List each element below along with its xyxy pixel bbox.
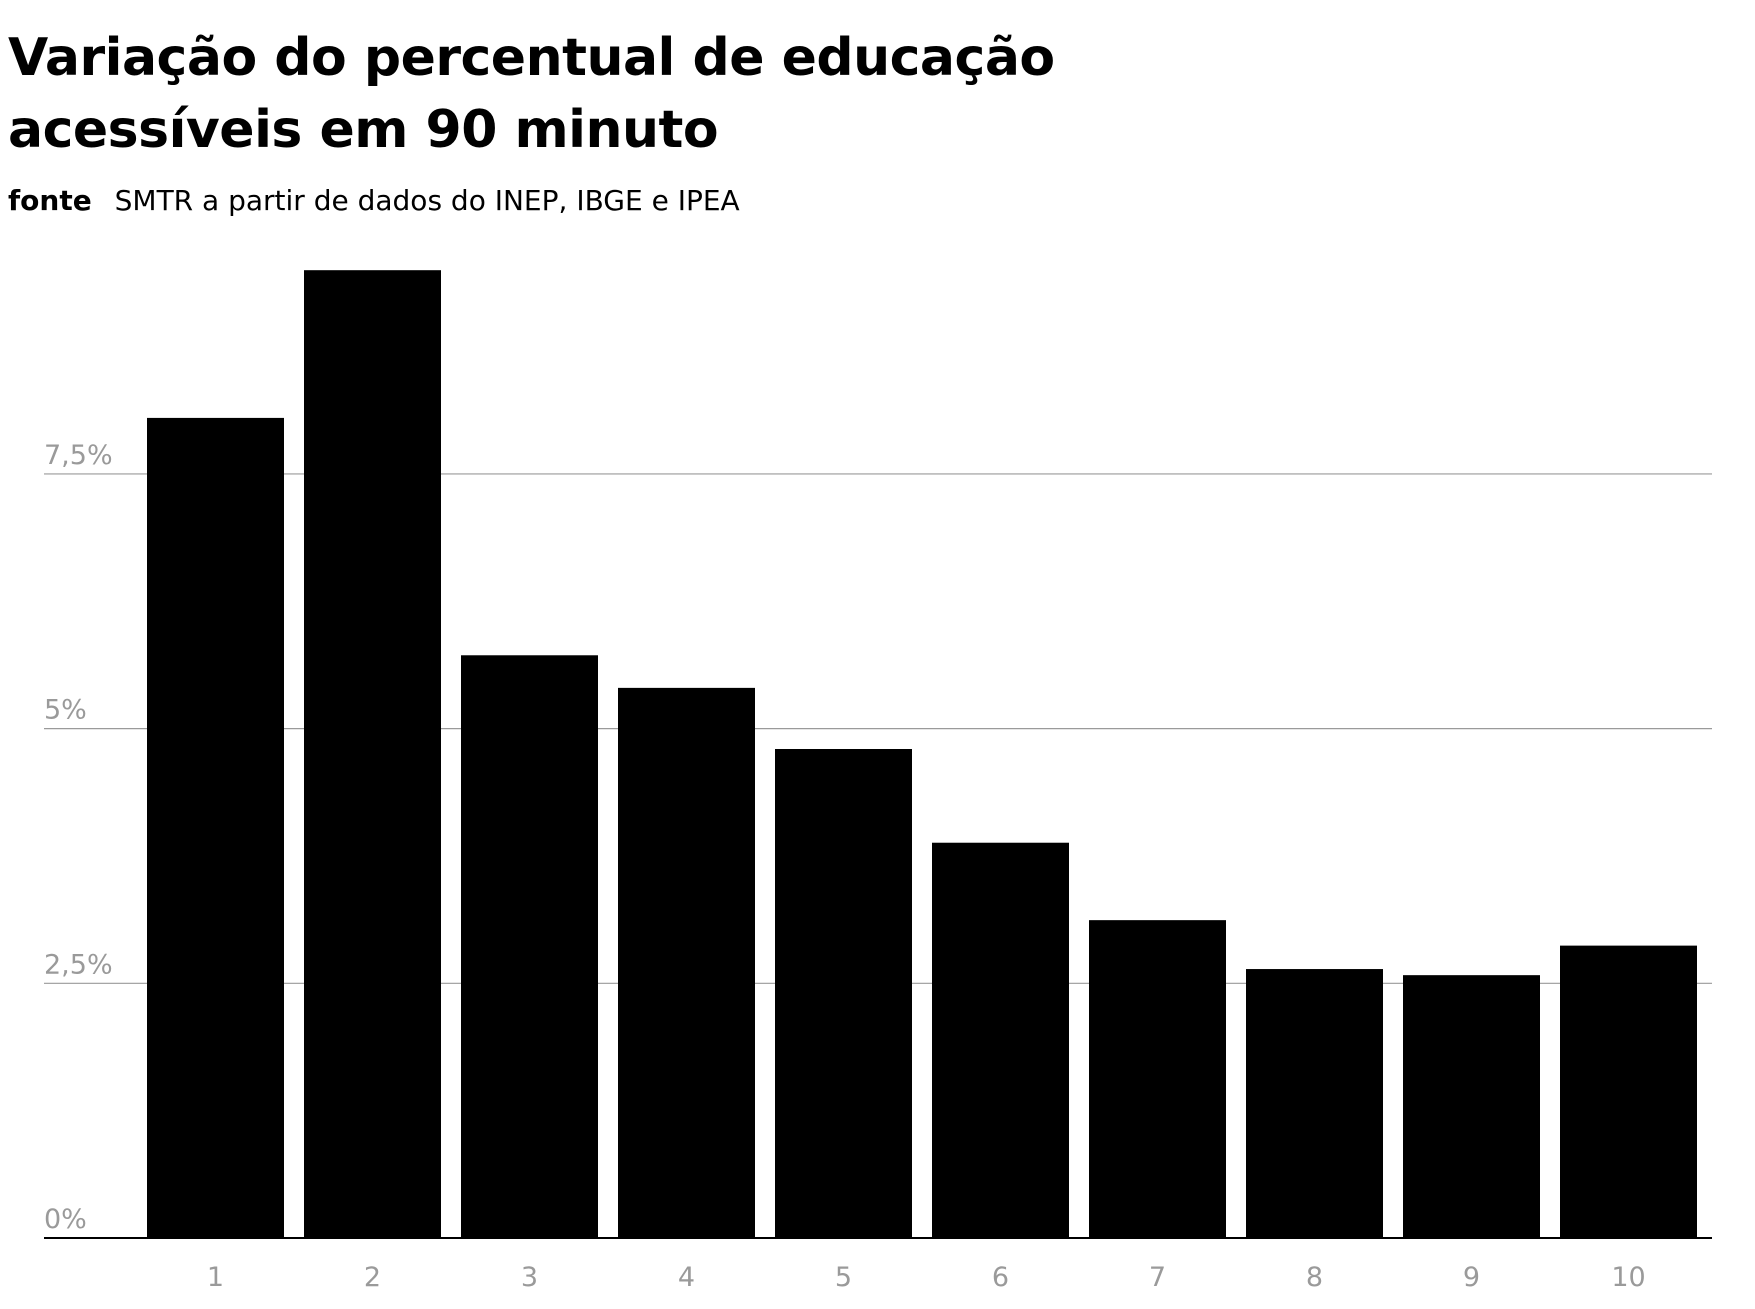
x-tick-label: 6: [992, 1262, 1009, 1293]
x-tick-label: 3: [521, 1262, 538, 1293]
x-tick-label: 10: [1611, 1262, 1645, 1293]
y-tick-label: 0%: [44, 1204, 87, 1235]
bar: [1089, 920, 1226, 1238]
bar: [147, 417, 284, 1238]
bar: [932, 842, 1069, 1238]
bar: [461, 655, 598, 1238]
bar: [775, 749, 912, 1238]
bar: [1246, 969, 1383, 1238]
y-tick-label: 2,5%: [44, 949, 113, 980]
y-tick-label: 5%: [44, 695, 87, 726]
x-tick-label: 5: [835, 1262, 852, 1293]
bar: [304, 270, 441, 1238]
bar: [1560, 945, 1697, 1238]
x-tick-label: 1: [207, 1262, 224, 1293]
x-tick-label: 4: [678, 1262, 695, 1293]
chart-title: Variação do percentual de educação acess…: [8, 28, 1055, 160]
bar: [618, 687, 755, 1238]
source-label: fonte: [8, 184, 92, 217]
x-tick-label: 7: [1149, 1262, 1166, 1293]
x-tick-label: 8: [1306, 1262, 1323, 1293]
source-text: SMTR a partir de dados do INEP, IBGE e I…: [114, 184, 740, 217]
x-tick-label: 2: [364, 1262, 381, 1293]
x-tick-label: 9: [1463, 1262, 1480, 1293]
bar: [1403, 975, 1540, 1238]
y-tick-label: 7,5%: [44, 440, 113, 471]
chart-source: fonte SMTR a partir de dados do INEP, IB…: [8, 184, 740, 218]
axes: 0% 2,5% 5% 7,5% 1 2 3 4 5 6 7 8 9 10: [44, 440, 1712, 1293]
bars: [147, 270, 1697, 1238]
